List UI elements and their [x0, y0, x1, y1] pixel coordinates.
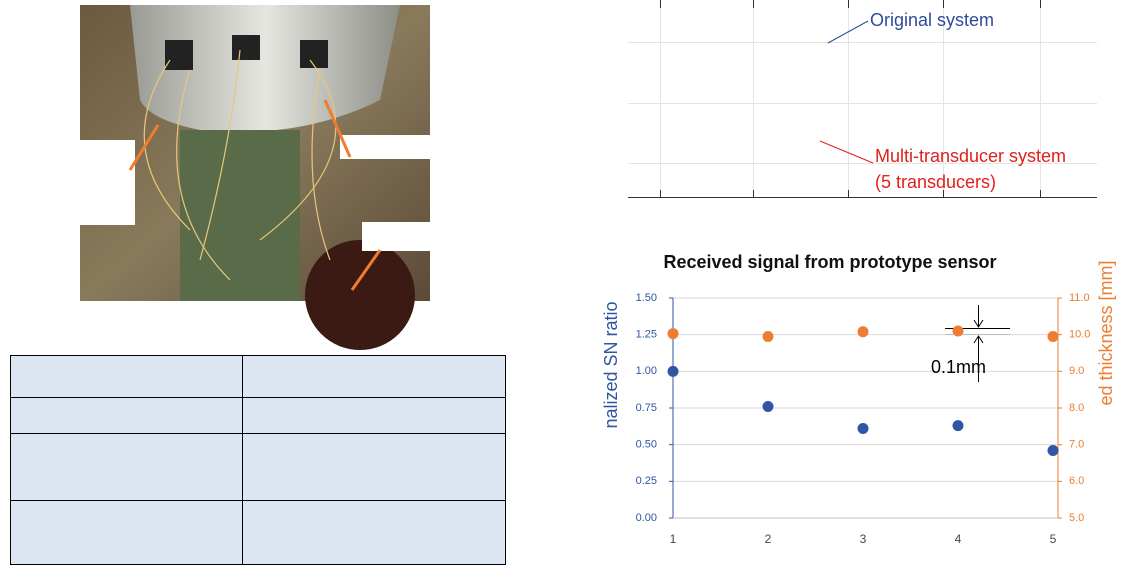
data-point — [668, 328, 679, 339]
y2-tick-label: 7.0 — [1069, 439, 1084, 451]
annotation-text: (5 transducers) — [875, 172, 996, 192]
data-point — [858, 423, 869, 434]
data-point — [858, 326, 869, 337]
data-point — [668, 366, 679, 377]
y2-tick-label: 6.0 — [1069, 475, 1084, 487]
table — [11, 356, 506, 565]
data-point — [1048, 331, 1059, 342]
annotation: 0.1mm — [931, 357, 986, 377]
y-tick-label: 1.50 — [636, 292, 657, 304]
slide: Original system Multi-transducer system (5… — [0, 0, 1125, 565]
annotation-text: Original system — [870, 10, 994, 30]
x-tick-label: 1 — [670, 532, 677, 546]
data-point — [1048, 445, 1059, 456]
data-point — [953, 326, 964, 337]
annotation-leader — [820, 141, 873, 163]
y2-tick-label: 11.0 — [1069, 292, 1090, 304]
data-point — [763, 331, 774, 342]
y-tick-label: 0.25 — [636, 475, 657, 487]
y-tick-label: 0.00 — [636, 512, 657, 524]
chart-title: Received signal from prototype sensor — [663, 252, 996, 272]
annotation-text: Multi-transducer system — [875, 146, 1066, 166]
data-point — [763, 401, 774, 412]
y-tick-label: 1.00 — [636, 365, 657, 377]
x-tick-label: 3 — [860, 532, 867, 546]
y2-tick-label: 10.0 — [1069, 329, 1090, 341]
y2-tick-label: 8.0 — [1069, 402, 1084, 414]
photo — [79, 5, 431, 350]
x-tick-label: 2 — [765, 532, 772, 546]
upper-chart-frame — [628, 0, 1097, 198]
x-tick-label: 5 — [1050, 532, 1057, 546]
y-tick-label: 0.50 — [636, 439, 657, 451]
y-axis-title: nalized SN ratio — [601, 301, 621, 428]
data-point — [953, 420, 964, 431]
y-tick-label: 0.75 — [636, 402, 657, 414]
y2-axis-title: ed thickness [mm] — [1096, 260, 1116, 405]
y2-tick-label: 9.0 — [1069, 365, 1084, 377]
y-tick-label: 1.25 — [636, 329, 657, 341]
x-tick-label: 4 — [955, 532, 962, 546]
y2-tick-label: 5.0 — [1069, 512, 1084, 524]
